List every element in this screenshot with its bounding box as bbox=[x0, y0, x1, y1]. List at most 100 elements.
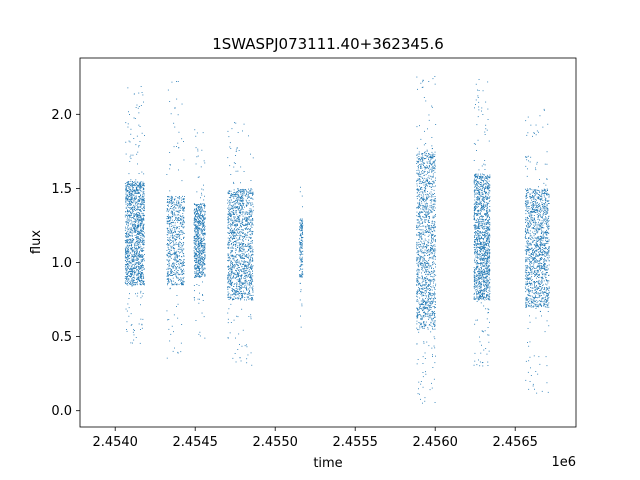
data-point bbox=[249, 230, 251, 232]
data-point bbox=[136, 229, 137, 231]
data-point bbox=[131, 225, 133, 227]
data-point bbox=[129, 186, 131, 188]
data-point bbox=[167, 196, 168, 197]
data-point bbox=[194, 216, 196, 218]
data-point bbox=[237, 261, 239, 263]
data-point bbox=[302, 264, 304, 266]
data-point bbox=[244, 270, 246, 272]
data-point bbox=[200, 243, 202, 244]
data-point bbox=[130, 212, 132, 214]
data-point bbox=[178, 242, 180, 244]
data-point bbox=[125, 249, 127, 251]
data-point bbox=[236, 223, 238, 225]
data-point bbox=[134, 271, 136, 273]
data-point bbox=[248, 246, 250, 248]
data-point bbox=[169, 243, 171, 244]
data-point bbox=[199, 223, 201, 225]
data-point bbox=[203, 204, 205, 206]
data-point bbox=[248, 280, 250, 281]
data-point bbox=[204, 337, 206, 339]
data-point bbox=[136, 277, 138, 279]
data-point bbox=[232, 196, 234, 198]
data-point bbox=[230, 281, 232, 283]
data-point bbox=[194, 299, 195, 301]
data-point bbox=[241, 308, 243, 310]
data-point bbox=[168, 202, 170, 204]
data-point bbox=[430, 175, 431, 177]
data-point bbox=[242, 282, 244, 284]
data-point bbox=[141, 266, 143, 268]
data-point bbox=[433, 209, 435, 211]
data-point bbox=[246, 228, 248, 230]
data-point bbox=[132, 199, 134, 201]
data-point bbox=[241, 205, 243, 207]
data-point bbox=[127, 216, 128, 218]
data-point bbox=[126, 253, 128, 254]
data-point bbox=[126, 258, 128, 260]
data-point bbox=[196, 210, 198, 212]
data-point bbox=[129, 203, 131, 204]
data-point bbox=[197, 243, 199, 245]
data-point bbox=[229, 286, 231, 288]
data-point bbox=[202, 224, 204, 226]
data-point bbox=[426, 178, 428, 180]
data-point bbox=[198, 214, 200, 215]
data-point bbox=[430, 295, 432, 297]
data-point bbox=[248, 290, 250, 292]
data-point bbox=[139, 215, 141, 216]
data-point bbox=[125, 269, 127, 271]
data-point bbox=[137, 201, 139, 203]
data-point bbox=[139, 200, 140, 202]
data-point bbox=[130, 201, 132, 203]
data-point bbox=[198, 271, 200, 273]
data-point bbox=[244, 191, 245, 193]
data-point bbox=[179, 273, 181, 275]
data-point bbox=[195, 258, 197, 259]
data-point bbox=[134, 199, 136, 201]
data-point bbox=[126, 264, 127, 266]
data-point bbox=[133, 280, 134, 281]
data-point bbox=[131, 211, 133, 213]
data-point bbox=[240, 287, 242, 289]
data-point bbox=[198, 227, 200, 229]
data-point bbox=[242, 292, 244, 294]
data-point bbox=[197, 244, 199, 245]
data-point bbox=[171, 233, 173, 234]
data-point bbox=[129, 215, 131, 217]
data-point bbox=[203, 316, 205, 318]
data-point bbox=[435, 177, 436, 179]
data-point bbox=[140, 254, 142, 256]
data-point bbox=[227, 297, 229, 298]
data-point bbox=[179, 209, 181, 211]
data-point bbox=[139, 192, 141, 194]
data-point bbox=[248, 212, 250, 214]
data-point bbox=[172, 201, 174, 203]
data-point bbox=[433, 271, 435, 273]
data-point bbox=[416, 281, 418, 283]
data-point bbox=[234, 274, 236, 276]
data-point bbox=[139, 141, 141, 142]
data-point bbox=[237, 242, 239, 244]
data-point bbox=[128, 204, 130, 206]
data-point bbox=[196, 267, 198, 269]
data-point bbox=[143, 207, 145, 209]
data-point bbox=[136, 248, 138, 249]
data-point bbox=[132, 217, 134, 218]
data-point bbox=[300, 242, 301, 244]
data-point bbox=[251, 213, 253, 215]
data-point bbox=[416, 320, 418, 322]
data-point bbox=[182, 248, 184, 250]
data-point bbox=[198, 244, 200, 246]
data-point bbox=[130, 204, 132, 206]
data-point bbox=[430, 247, 431, 248]
data-point bbox=[251, 197, 253, 199]
data-point bbox=[139, 183, 140, 185]
data-point bbox=[424, 221, 426, 223]
data-point bbox=[140, 239, 141, 241]
data-point bbox=[244, 216, 246, 218]
data-point bbox=[142, 185, 144, 187]
data-point bbox=[135, 248, 136, 249]
data-point bbox=[202, 209, 203, 211]
data-point bbox=[143, 268, 145, 270]
data-point bbox=[244, 345, 246, 347]
